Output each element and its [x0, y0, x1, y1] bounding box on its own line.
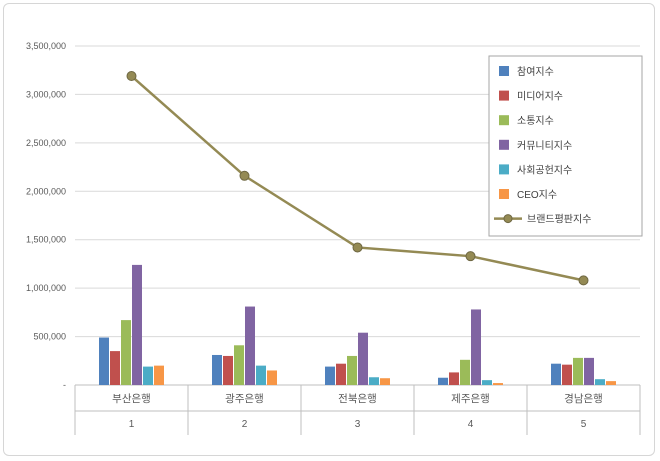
- y-tick-label: 1,500,000: [26, 235, 66, 245]
- y-tick-label: 2,500,000: [26, 138, 66, 148]
- category-label: 제주은행: [451, 393, 490, 405]
- bar-소통지수: [234, 345, 244, 385]
- bar-미디어지수: [110, 351, 120, 385]
- legend-label-참여지수: 참여지수: [517, 66, 554, 78]
- legend-swatch-CEO지수: [499, 189, 509, 199]
- category-number: 3: [355, 419, 361, 430]
- category-number: 2: [242, 419, 248, 430]
- legend-swatch-사회공헌지수: [499, 164, 509, 175]
- bar-소통지수: [121, 320, 131, 385]
- bar-사회공헌지수: [595, 379, 605, 385]
- bar-커뮤니티지수: [132, 264, 142, 385]
- legend-marker-브랜드평판지수: [503, 214, 513, 224]
- bar-참여지수: [551, 363, 561, 385]
- bar-미디어지수: [336, 363, 346, 385]
- bar-미디어지수: [449, 372, 459, 385]
- category-label: 경남은행: [564, 392, 603, 405]
- y-tick-label: -: [63, 380, 66, 390]
- bar-CEO지수: [267, 370, 277, 385]
- y-tick-label: 1,000,000: [26, 283, 66, 293]
- bar-미디어지수: [562, 364, 572, 385]
- bar-CEO지수: [606, 381, 616, 385]
- category-number: 4: [468, 419, 474, 430]
- legend-swatch-커뮤니티지수: [499, 139, 509, 150]
- legend-label-CEO지수: CEO지수: [517, 189, 557, 201]
- bar-참여지수: [99, 337, 109, 385]
- category-label: 전북은행: [338, 393, 377, 405]
- y-tick-label: 2,000,000: [26, 186, 66, 196]
- bar-사회공헌지수: [369, 377, 379, 385]
- legend-swatch-참여지수: [499, 66, 509, 76]
- bar-사회공헌지수: [143, 366, 153, 385]
- category-label: 광주은행: [225, 393, 264, 405]
- legend-label-미디어지수: 미디어지수: [517, 91, 563, 103]
- bar-사회공헌지수: [256, 365, 266, 385]
- bar-소통지수: [460, 359, 470, 385]
- legend-label-커뮤니티지수: 커뮤니티지수: [517, 140, 572, 152]
- category-label: 부산은행: [112, 393, 151, 405]
- line-marker-브랜드평판지수: [465, 251, 476, 262]
- legend-label-사회공헌지수: 사회공헌지수: [517, 164, 572, 176]
- line-marker-브랜드평판지수: [352, 242, 363, 253]
- legend-label-브랜드평판지수: 브랜드평판지수: [527, 214, 591, 226]
- bar-커뮤니티지수: [584, 357, 594, 385]
- bar-커뮤니티지수: [471, 309, 481, 385]
- bar-소통지수: [347, 355, 357, 385]
- category-number: 5: [581, 419, 587, 430]
- bar-참여지수: [438, 377, 448, 385]
- bar-참여지수: [212, 354, 222, 385]
- legend-swatch-미디어지수: [499, 90, 509, 101]
- line-marker-브랜드평판지수: [126, 71, 137, 82]
- y-tick-label: 500,000: [33, 332, 66, 342]
- y-tick-label: 3,000,000: [26, 89, 66, 99]
- bar-CEO지수: [154, 365, 164, 385]
- legend-swatch-소통지수: [499, 115, 509, 126]
- line-marker-브랜드평판지수: [239, 170, 250, 181]
- bar-커뮤니티지수: [245, 306, 255, 385]
- bar-커뮤니티지수: [358, 332, 368, 385]
- bar-참여지수: [325, 366, 335, 385]
- bar-사회공헌지수: [482, 380, 492, 385]
- bar-미디어지수: [223, 355, 233, 385]
- bar-CEO지수: [380, 378, 390, 385]
- line-marker-브랜드평판지수: [578, 275, 589, 286]
- bar-소통지수: [573, 357, 583, 385]
- legend-label-소통지수: 소통지수: [517, 115, 554, 127]
- category-number: 1: [129, 419, 135, 430]
- legend-box: [488, 55, 643, 237]
- bar-CEO지수: [493, 383, 503, 385]
- y-tick-label: 3,500,000: [26, 41, 66, 51]
